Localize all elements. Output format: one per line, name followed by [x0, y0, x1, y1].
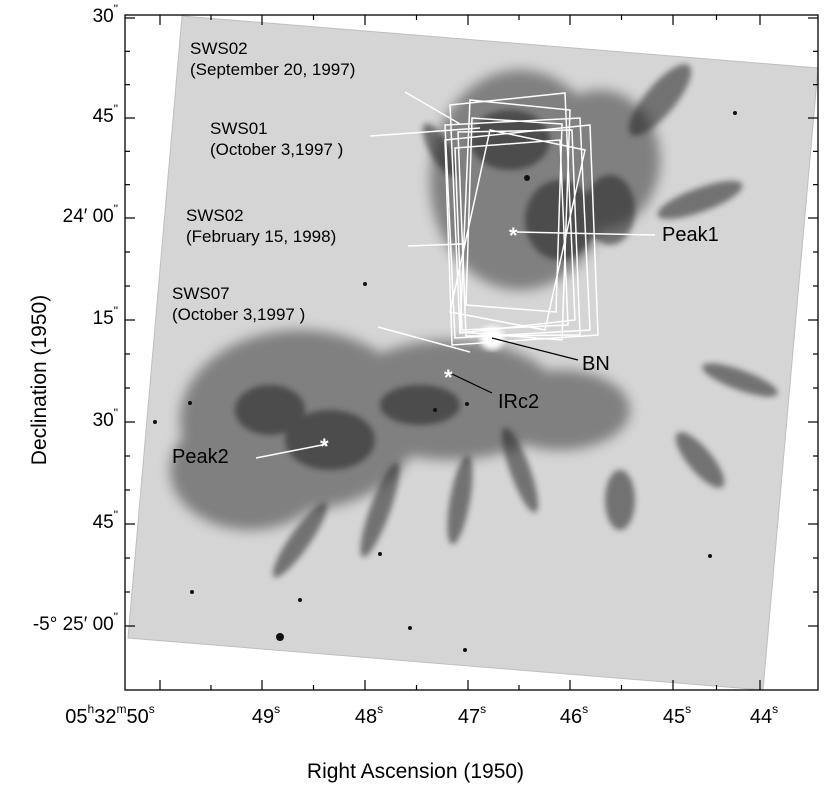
y-tick-label: 24′ 00" [62, 202, 118, 227]
axis-ticks [125, 15, 818, 690]
y-axis-title: Declination (1950) [28, 294, 51, 466]
x-tick-label: 05h32m50s [65, 702, 155, 728]
bn-label: BN [582, 353, 610, 375]
aperture-overlays [444, 92, 599, 346]
sws02-sep-label: SWS02 (September 20, 1997) [190, 39, 356, 79]
peak2-marker: * [320, 434, 329, 459]
x-tick-label: 48s [354, 702, 384, 728]
y-tick-label: 15" [92, 304, 118, 329]
sws07-label: SWS07 (October 3,1997 ) [172, 284, 306, 324]
x-tick-label: 45s [662, 702, 692, 728]
y-tick-label: 45" [92, 102, 118, 127]
y-tick-label: -5° 25′ 00" [32, 610, 118, 635]
leader-lines [255, 91, 656, 459]
x-tick-label: 44s [749, 702, 779, 728]
peak1-label: Peak1 [662, 224, 719, 246]
x-tick-label: 49s [251, 702, 281, 728]
plot-frame [124, 14, 819, 691]
y-tick-label: 45" [92, 508, 118, 533]
x-tick-label: 47s [457, 702, 487, 728]
sws01-label: SWS01 (October 3,1997 ) [210, 119, 344, 159]
x-axis-title: Right Ascension (1950) [306, 760, 525, 783]
x-tick-label: 46s [559, 702, 589, 728]
peak1-marker: * [509, 223, 518, 248]
peak2-label: Peak2 [172, 446, 229, 468]
y-tick-label: 30" [92, 2, 118, 27]
sws02-feb-label: SWS02 (February 15, 1998) [186, 206, 337, 246]
irc2-label: IRc2 [498, 391, 540, 413]
y-tick-label: 30" [92, 406, 118, 431]
irc2-marker: * [444, 365, 453, 390]
leader-lines-dark [451, 337, 579, 394]
